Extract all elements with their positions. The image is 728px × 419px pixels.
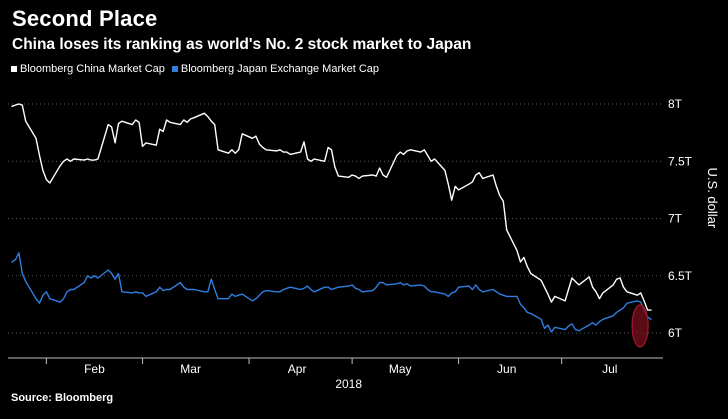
annotations <box>631 304 649 348</box>
series-line-japan <box>11 252 652 333</box>
x-tick-label-2: Apr <box>288 362 307 376</box>
x-tick-label-3: May <box>389 362 412 376</box>
legend-swatch-china <box>11 66 17 72</box>
legend-label-japan: Bloomberg Japan Exchange Market Cap <box>180 63 380 75</box>
y-tick-label-4: 8T <box>668 97 683 111</box>
y-tick-label-3: 7.5T <box>668 154 693 168</box>
y-axis: 6T 6.5T 7T 7.5T 8T U.S. dollar <box>668 97 720 340</box>
source-note: Source: Bloomberg <box>11 392 114 404</box>
legend-item-japan: Bloomberg Japan Exchange Market Cap <box>171 63 380 75</box>
legend-label-china: Bloomberg China Market Cap <box>20 63 165 75</box>
x-year-label: 2018 <box>335 377 362 391</box>
y-axis-title: U.S. dollar <box>705 168 720 229</box>
highlight-ellipse <box>631 304 649 348</box>
x-tick-label-4: Jun <box>497 362 516 376</box>
series-lines <box>11 103 652 333</box>
grid-lines <box>8 103 663 334</box>
x-tick-label-1: Mar <box>180 362 201 376</box>
chart-subtitle: China loses its ranking as world's No. 2… <box>12 36 472 53</box>
chart-legend: Bloomberg China Market Cap Bloomberg Jap… <box>11 63 386 75</box>
y-tick-label-0: 6T <box>668 326 683 340</box>
x-tick-label-0: Feb <box>84 362 105 376</box>
y-tick-label-2: 7T <box>668 212 683 226</box>
legend-item-china: Bloomberg China Market Cap <box>11 63 165 75</box>
x-axis: Feb Mar Apr May Jun Jul 2018 <box>8 357 663 391</box>
x-tick-label-5: Jul <box>602 362 617 376</box>
y-tick-label-1: 6.5T <box>668 269 693 283</box>
chart-title: Second Place <box>12 6 158 31</box>
series-line-china <box>11 103 652 311</box>
legend-swatch-japan <box>171 66 178 72</box>
